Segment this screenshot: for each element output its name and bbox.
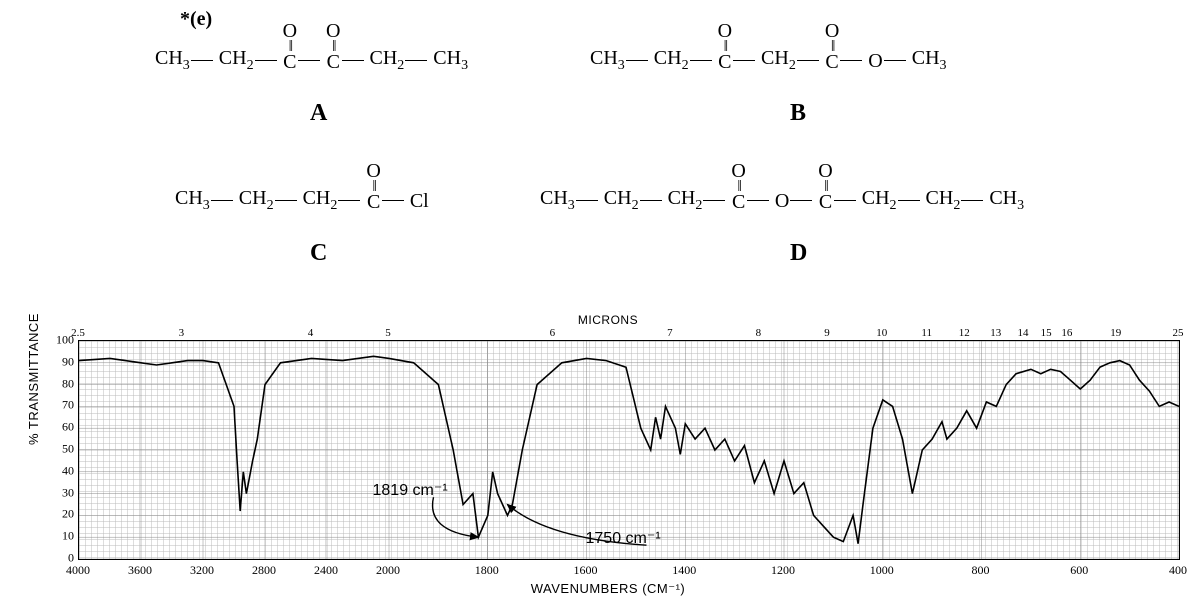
ytick-label: 10 <box>54 529 74 544</box>
xtick-label: 2800 <box>252 563 276 578</box>
xtick-label: 1400 <box>672 563 696 578</box>
xtick-label: 1600 <box>574 563 598 578</box>
xtick-label: 1800 <box>475 563 499 578</box>
top-tick-label: 5 <box>385 327 391 339</box>
top-tick-label: 14 <box>1017 327 1028 339</box>
ytick-label: 40 <box>54 463 74 478</box>
xtick-label: 800 <box>972 563 990 578</box>
structure-d: CH3 CH2 CH2 OǁC O OǁC CH2 CH2 CH3 <box>540 160 1024 213</box>
ir-spectrum: % TRANSMITTANCE MICRONS WAVENUMBERS (CM⁻… <box>28 315 1188 615</box>
top-tick-label: 6 <box>550 327 556 339</box>
ytick-label: 50 <box>54 442 74 457</box>
top-tick-label: 19 <box>1110 327 1121 339</box>
structure-b: CH3 CH2 OǁC CH2 OǁC O CH3 <box>590 20 947 73</box>
top-tick-label: 4 <box>308 327 314 339</box>
top-tick-label: 2.5 <box>71 327 85 339</box>
top-tick-label: 3 <box>179 327 185 339</box>
top-tick-label: 12 <box>959 327 970 339</box>
peak-annotation: 1750 cm⁻¹ <box>586 528 661 548</box>
y-axis-title: % TRANSMITTANCE <box>26 313 41 445</box>
xtick-label: 1200 <box>771 563 795 578</box>
xtick-label: 3600 <box>128 563 152 578</box>
ytick-label: 60 <box>54 420 74 435</box>
top-tick-label: 13 <box>990 327 1001 339</box>
top-tick-label: 10 <box>876 327 887 339</box>
top-tick-label: 7 <box>667 327 673 339</box>
spectrum-trace <box>79 341 1179 559</box>
xtick-label: 2000 <box>376 563 400 578</box>
top-tick-label: 15 <box>1041 327 1052 339</box>
top-tick-label: 25 <box>1173 327 1184 339</box>
xtick-label: 3200 <box>190 563 214 578</box>
ytick-label: 90 <box>54 354 74 369</box>
top-tick-label: 9 <box>824 327 830 339</box>
ytick-label: 30 <box>54 485 74 500</box>
xtick-label: 600 <box>1070 563 1088 578</box>
top-tick-label: 11 <box>921 327 932 339</box>
xtick-label: 1000 <box>870 563 894 578</box>
structure-c: CH3 CH2 CH2 OǁC Cl <box>175 160 429 213</box>
ytick-label: 80 <box>54 376 74 391</box>
peak-annotation: 1819 cm⁻¹ <box>373 480 448 500</box>
structure-a: CH3 CH2 OǁC OǁC CH2 CH3 <box>155 20 468 73</box>
ytick-label: 20 <box>54 507 74 522</box>
label-a: A <box>310 100 327 127</box>
label-d: D <box>790 240 807 267</box>
top-axis-title: MICRONS <box>578 313 638 327</box>
xtick-label: 2400 <box>314 563 338 578</box>
top-tick-label: 16 <box>1061 327 1072 339</box>
top-tick-label: 8 <box>756 327 762 339</box>
ytick-label: 70 <box>54 398 74 413</box>
structures-panel: *(e) CH3 CH2 OǁC OǁC CH2 CH3 A CH3 CH2 O… <box>0 0 1200 305</box>
label-c: C <box>310 240 327 267</box>
label-b: B <box>790 100 806 127</box>
x-axis-title: WAVENUMBERS (CM⁻¹) <box>531 581 686 597</box>
xtick-label: 4000 <box>66 563 90 578</box>
xtick-label: 400 <box>1169 563 1187 578</box>
plot-area <box>78 340 1180 560</box>
